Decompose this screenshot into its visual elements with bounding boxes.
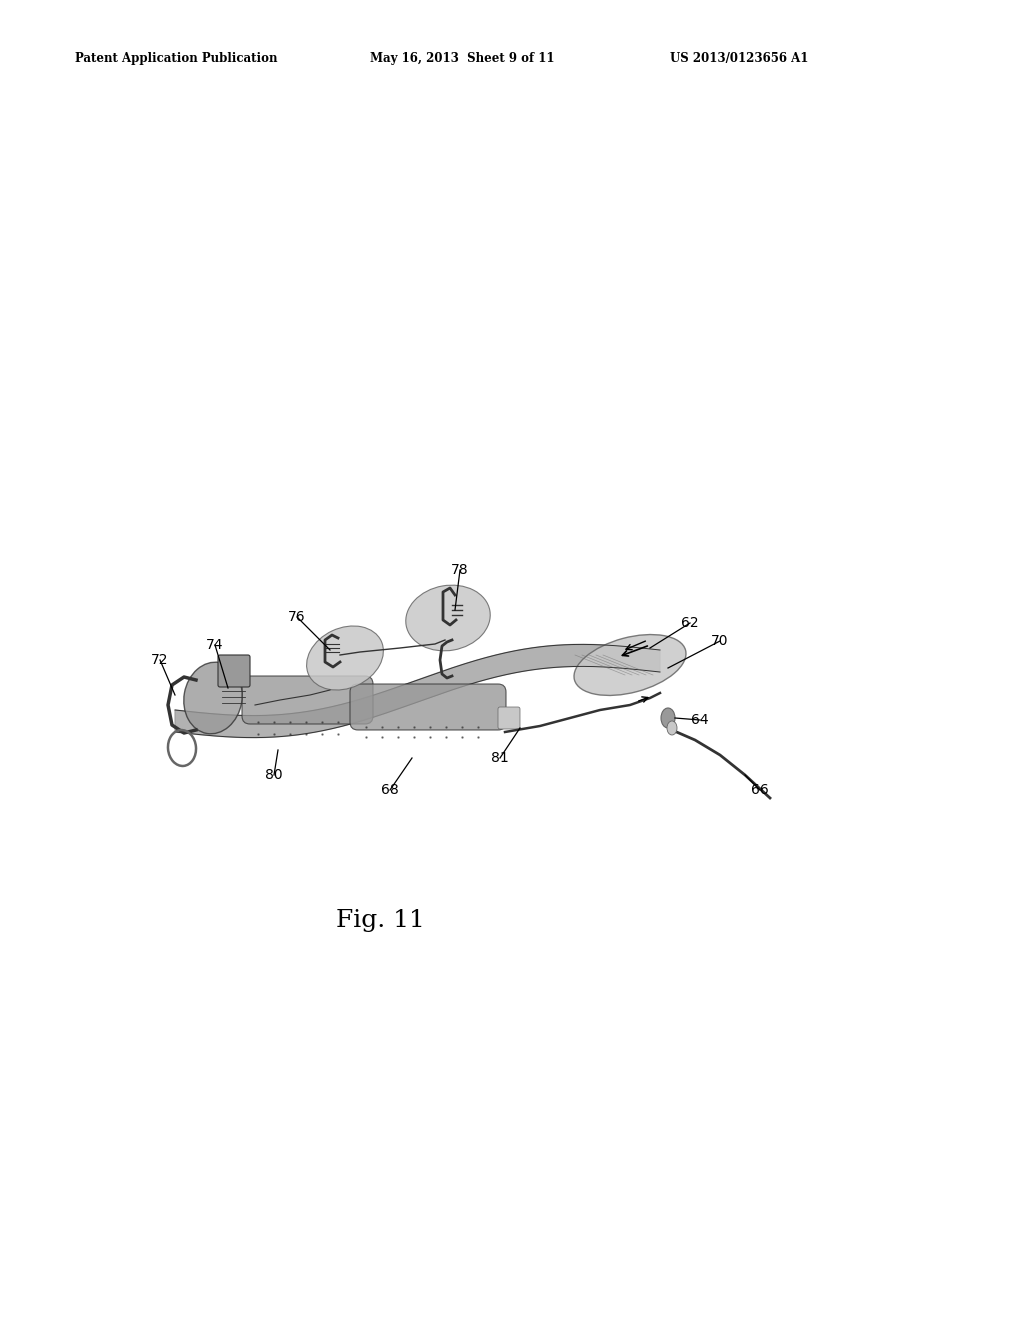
Text: 68: 68 (381, 783, 399, 797)
Text: May 16, 2013  Sheet 9 of 11: May 16, 2013 Sheet 9 of 11 (370, 51, 555, 65)
Text: Fig. 11: Fig. 11 (336, 908, 424, 932)
Text: 66: 66 (752, 783, 769, 797)
FancyBboxPatch shape (242, 676, 373, 723)
Polygon shape (175, 644, 660, 738)
Text: Patent Application Publication: Patent Application Publication (75, 51, 278, 65)
Ellipse shape (183, 663, 243, 734)
Text: 64: 64 (691, 713, 709, 727)
Text: 81: 81 (492, 751, 509, 766)
Text: 70: 70 (712, 634, 729, 648)
Ellipse shape (667, 721, 677, 735)
Ellipse shape (306, 626, 383, 690)
Text: 62: 62 (681, 616, 698, 630)
Text: 74: 74 (206, 638, 224, 652)
FancyBboxPatch shape (218, 655, 250, 686)
Text: 76: 76 (288, 610, 306, 624)
Text: 78: 78 (452, 564, 469, 577)
Ellipse shape (574, 635, 686, 696)
FancyBboxPatch shape (498, 708, 520, 729)
Text: US 2013/0123656 A1: US 2013/0123656 A1 (670, 51, 808, 65)
Text: 72: 72 (152, 653, 169, 667)
Ellipse shape (662, 708, 675, 729)
Ellipse shape (406, 585, 490, 651)
Text: 80: 80 (265, 768, 283, 781)
FancyBboxPatch shape (350, 684, 506, 730)
